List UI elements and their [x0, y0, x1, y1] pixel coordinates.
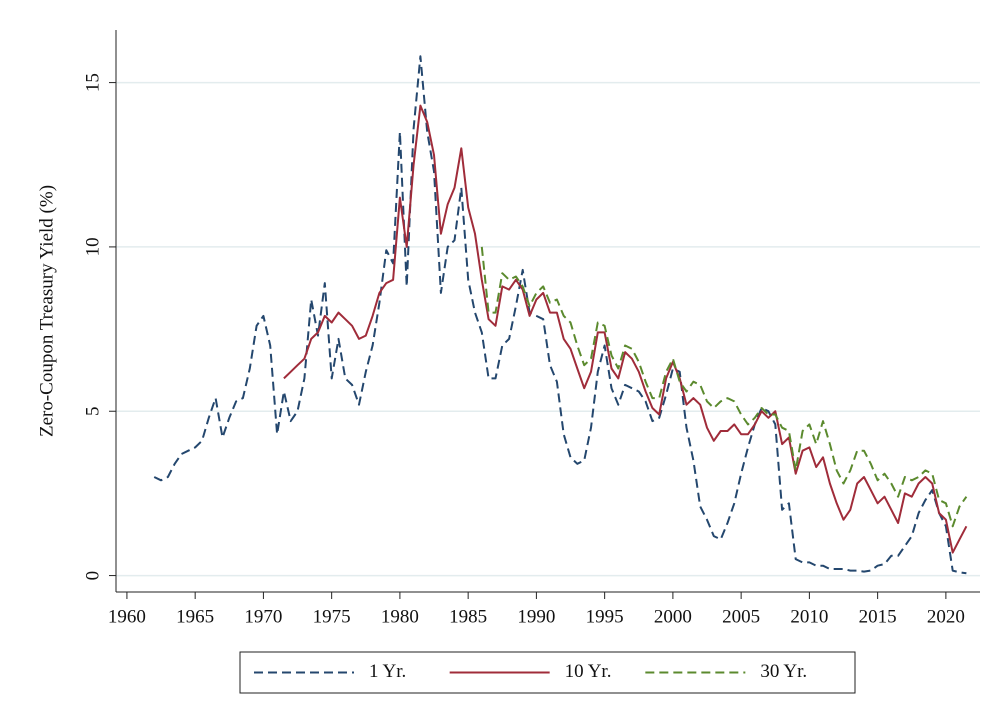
- series-line: [283, 104, 968, 554]
- legend-label: 1 Yr.: [369, 661, 406, 682]
- x-tick-label: 1965: [176, 606, 214, 627]
- x-tick-label: 2000: [654, 606, 692, 627]
- series-line: [153, 55, 967, 575]
- y-tick-label: 0: [82, 571, 103, 581]
- x-tick-label: 1980: [381, 606, 419, 627]
- x-tick-label: 1995: [586, 606, 624, 627]
- x-tick-label: 2015: [859, 606, 897, 627]
- y-axis-label: Zero-Coupon Treasury Yield (%): [36, 185, 57, 437]
- x-tick-label: 1990: [517, 606, 555, 627]
- x-tick-label: 1985: [449, 606, 487, 627]
- x-tick-label: 2010: [790, 606, 828, 627]
- y-tick-label: 10: [82, 237, 103, 256]
- legend-label: 10 Yr.: [565, 661, 612, 682]
- x-tick-label: 1960: [108, 606, 146, 627]
- y-tick-label: 15: [82, 73, 103, 92]
- x-tick-label: 2020: [927, 606, 965, 627]
- legend-label: 30 Yr.: [760, 661, 807, 682]
- series-line: [480, 246, 968, 528]
- y-tick-label: 5: [82, 406, 103, 416]
- x-tick-label: 1975: [313, 606, 351, 627]
- x-tick-label: 1970: [244, 606, 282, 627]
- x-tick-label: 2005: [722, 606, 760, 627]
